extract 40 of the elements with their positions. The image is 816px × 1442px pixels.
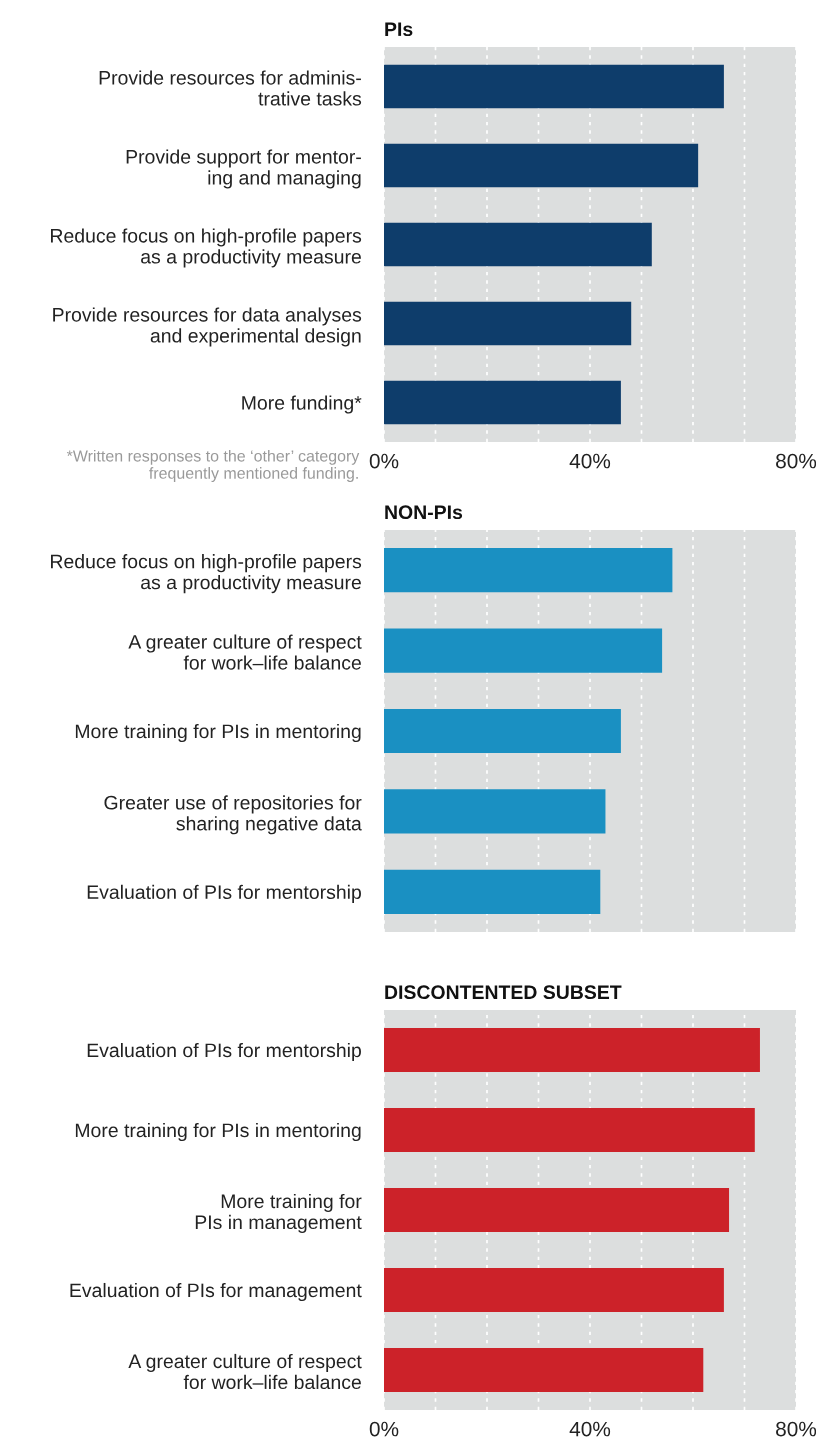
x-tick-label: 0% — [369, 1421, 399, 1437]
y-tick-label: Greater use of repositories for sharing negative data — [104, 795, 362, 835]
y-tick-label: Provide resources for data analyses and experimental design — [53, 307, 362, 347]
y-tick-label: More funding* — [242, 395, 362, 414]
y-tick-label: Provide resources for adminis- trative tasks — [99, 70, 362, 106]
text: *Written responses to the ‘other’ category frequently mentioned funding. — [66, 449, 360, 482]
y-tick-label: Evaluation of PIs for management — [70, 1282, 362, 1302]
x-tick-label: 0% — [369, 453, 399, 469]
bar — [384, 1028, 760, 1072]
y-tick-label: A greater culture of respect for work–life balance — [128, 1353, 362, 1390]
bar — [384, 380, 621, 425]
bar — [384, 789, 606, 834]
bar — [384, 1188, 730, 1232]
x-tick-label: 80% — [776, 453, 816, 469]
y-tick-label: More training for PIs in mentoring — [75, 723, 361, 743]
y-tick-label: Reduce focus on high-profile papers as a productivity measure — [51, 554, 362, 594]
bar — [384, 708, 621, 754]
y-tick-label: A greater culture of respect for work–life balance — [128, 634, 362, 670]
bar — [384, 143, 699, 188]
bar — [384, 1268, 724, 1312]
chart-title: DISCONTENTED SUBSET — [385, 985, 622, 1000]
bar — [384, 222, 652, 267]
bar — [384, 548, 673, 593]
x-tick-label: 80% — [776, 1421, 816, 1437]
y-tick-label: Reduce focus on high-profile papers as a productivity measure — [51, 228, 362, 268]
bar — [384, 1348, 704, 1392]
bar — [384, 628, 663, 673]
bar — [384, 869, 601, 914]
y-tick-label: Evaluation of PIs for mentorship — [87, 884, 361, 903]
bar — [384, 1108, 755, 1152]
chart-title: NON-PIs — [385, 505, 463, 520]
bar — [384, 64, 724, 109]
bar — [384, 301, 632, 346]
y-tick-label: More training for PIs in mentoring — [75, 1122, 361, 1142]
y-tick-label: More training for PIs in management — [195, 1193, 362, 1233]
x-tick-label: 40% — [569, 453, 611, 469]
y-tick-label: Provide support for mentor- ing and managing — [126, 149, 361, 189]
y-tick-label: Evaluation of PIs for mentorship — [87, 1042, 361, 1062]
chart-title: PIs — [385, 22, 413, 37]
x-tick-label: 40% — [569, 1421, 611, 1437]
